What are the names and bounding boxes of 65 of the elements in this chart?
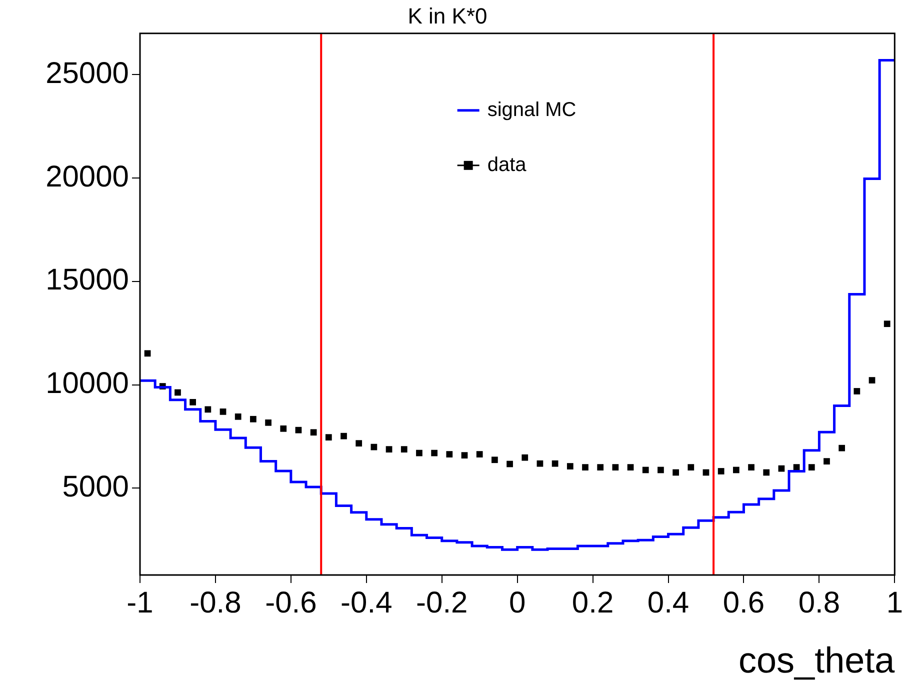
point (356, 440, 362, 447)
point (204, 406, 212, 413)
point (234, 413, 242, 420)
x-tick-label: -0.2 (416, 586, 468, 620)
point (552, 460, 558, 467)
point (492, 456, 498, 464)
point (310, 429, 317, 436)
point (688, 464, 694, 470)
point (612, 464, 619, 470)
legend-label: signal MC (487, 98, 576, 121)
point (658, 466, 664, 474)
y-tick-label: 10000 (46, 367, 129, 400)
y-tick-label: 25000 (46, 57, 129, 90)
y-tick-label: 15000 (46, 264, 129, 297)
point (250, 416, 256, 422)
y-tick-label: 20000 (46, 160, 129, 194)
point (431, 450, 438, 456)
point (461, 452, 468, 458)
point (566, 463, 574, 470)
point (506, 460, 513, 468)
x-tick-label: -0.8 (190, 586, 242, 620)
x-tick-label: -1 (126, 586, 154, 620)
point (220, 408, 226, 415)
point (733, 466, 740, 474)
point (416, 450, 422, 456)
x-tick-label: -0.4 (340, 586, 392, 620)
point (824, 458, 830, 464)
point (763, 469, 770, 476)
x-tick-label: 0 (508, 586, 526, 620)
point (400, 446, 408, 452)
y-tick-label: 5000 (62, 470, 129, 504)
point (854, 388, 860, 394)
point (190, 399, 196, 406)
point (718, 468, 724, 474)
point (174, 389, 181, 396)
point (642, 466, 649, 474)
point (597, 464, 604, 470)
point (808, 464, 815, 470)
point (868, 377, 876, 384)
point (672, 469, 679, 476)
point (340, 432, 347, 440)
point (748, 464, 754, 470)
point (265, 419, 272, 426)
x-tick-label: 0.2 (572, 586, 614, 620)
point (522, 454, 528, 461)
point (582, 464, 588, 470)
point (325, 434, 332, 441)
point (884, 320, 890, 328)
x-tick-label: 1 (886, 586, 903, 620)
legend-label: data (487, 154, 528, 176)
point (295, 426, 302, 434)
x-tick-label: 0.8 (798, 586, 840, 620)
point (627, 464, 634, 470)
x-tick-label: 0.6 (722, 586, 765, 620)
point (386, 446, 392, 452)
x-tick-label: -0.6 (265, 586, 317, 620)
point (838, 444, 846, 452)
point (536, 460, 544, 467)
point (144, 350, 151, 357)
point (280, 425, 287, 432)
point (446, 451, 453, 458)
x-tick-label: 0.4 (647, 586, 690, 620)
point (476, 451, 483, 458)
x-axis-title: cos_theta (738, 639, 896, 680)
chart-title: K in K*0 (408, 3, 488, 28)
